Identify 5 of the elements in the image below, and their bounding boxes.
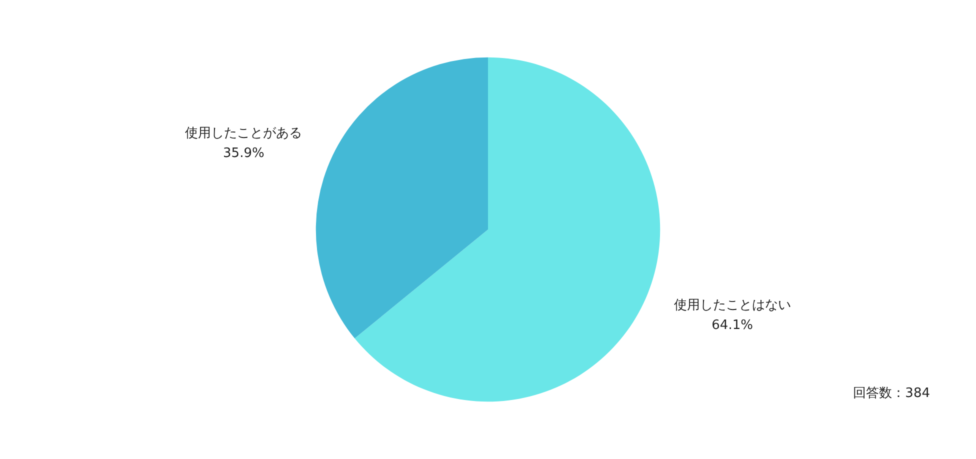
- data-label: 35.9%: [223, 146, 264, 162]
- slice-label: 使用したことがある: [185, 126, 302, 142]
- slice-label: 使用したことはない: [674, 298, 791, 313]
- data-label: 64.1%: [712, 318, 753, 333]
- text: 回答数：384: [853, 385, 930, 402]
